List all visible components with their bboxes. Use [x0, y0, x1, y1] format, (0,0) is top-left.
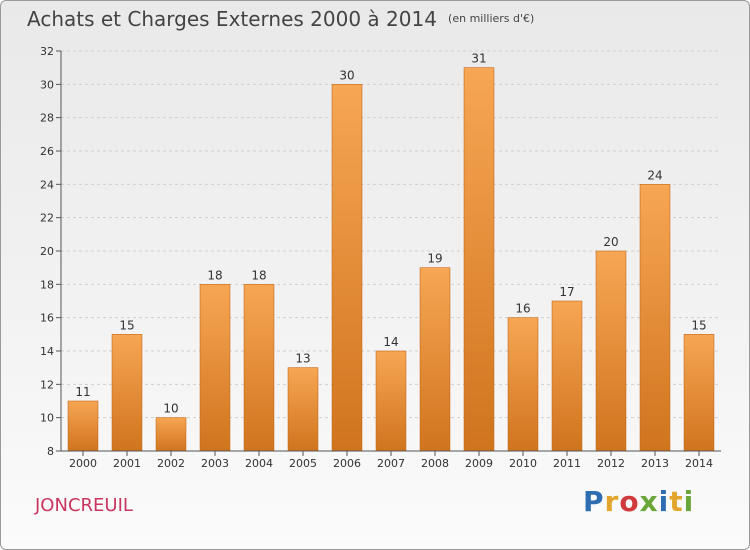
bar-2013 [639, 184, 671, 452]
y-tick-label: 26 [40, 145, 54, 158]
bars: 11 15 10 18 18 13 30 14 19 31 16 17 20 24 15 [67, 52, 715, 452]
x-tick-label-2010: 2010 [509, 457, 537, 470]
logo-letter: i [658, 485, 670, 518]
data-label-2002: 10 [163, 402, 178, 416]
x-tick-label-2012: 2012 [597, 457, 625, 470]
data-label-2012: 20 [603, 235, 618, 249]
bar-2009 [463, 67, 495, 452]
y-tick-label: 18 [40, 278, 54, 291]
x-tick-label-2003: 2003 [201, 457, 229, 470]
bar-2002 [155, 417, 187, 452]
y-tick-label: 16 [40, 312, 54, 325]
logo-letter: t [669, 485, 684, 518]
y-tick-label: 24 [40, 178, 54, 191]
y-tick-label: 22 [40, 212, 54, 225]
x-tick-label-2000: 2000 [69, 457, 97, 470]
bar-2006 [331, 84, 363, 452]
town-name: JONCREUIL [35, 495, 133, 516]
bar-2014 [683, 334, 715, 452]
x-axis: 2000 2001 2002 2003 2004 2005 2006 2007 2008 2009… [61, 450, 721, 470]
x-tick-label-2008: 2008 [421, 457, 449, 470]
x-tick-label-2001: 2001 [113, 457, 141, 470]
bar-2005 [287, 367, 319, 452]
y-tick-label: 8 [47, 445, 54, 458]
data-label-2000: 11 [75, 385, 90, 399]
bar-2012 [595, 250, 627, 452]
data-label-2009: 31 [471, 52, 486, 66]
x-tick-label-2005: 2005 [289, 457, 317, 470]
proxiti-logo: Proxiti [583, 485, 694, 518]
data-label-2004: 18 [251, 268, 266, 282]
logo-letter: P [583, 485, 605, 518]
y-tick-label: 12 [40, 378, 54, 391]
y-tick-label: 10 [40, 412, 54, 425]
data-label-2014: 15 [691, 318, 706, 332]
bar-2003 [199, 284, 231, 452]
bar-2001 [111, 334, 143, 452]
y-tick-label: 32 [40, 45, 54, 58]
data-label-2003: 18 [207, 268, 222, 282]
x-tick-label-2002: 2002 [157, 457, 185, 470]
data-label-2013: 24 [647, 168, 662, 182]
chart-title-block: Achats et Charges Externes 2000 à 2014 (… [27, 7, 534, 31]
bar-2000 [67, 400, 99, 452]
data-label-2001: 15 [119, 318, 134, 332]
logo-letter: r [604, 485, 620, 518]
data-label-2005: 13 [295, 352, 310, 366]
y-tick-label: 30 [40, 78, 54, 91]
x-tick-label-2013: 2013 [641, 457, 669, 470]
data-label-2007: 14 [383, 335, 398, 349]
x-tick-label-2014: 2014 [685, 457, 713, 470]
bar-2010 [507, 317, 539, 452]
x-tick-label-2011: 2011 [553, 457, 581, 470]
x-tick-label-2007: 2007 [377, 457, 405, 470]
x-tick-label-2006: 2006 [333, 457, 361, 470]
logo-letter: x [639, 485, 659, 518]
data-label-2011: 17 [559, 285, 574, 299]
y-axis: 8 10 12 14 16 18 20 22 24 26 28 30 32 [40, 45, 62, 458]
bar-2008 [419, 267, 451, 452]
logo-letter: i [683, 485, 695, 518]
bar-2011 [551, 300, 583, 452]
chart-subtitle: (en milliers d'€) [448, 12, 535, 25]
x-tick-label-2004: 2004 [245, 457, 273, 470]
y-tick-label: 28 [40, 112, 54, 125]
x-tick-label-2009: 2009 [465, 457, 493, 470]
data-label-2008: 19 [427, 252, 442, 266]
bar-2004 [243, 284, 275, 452]
data-label-2010: 16 [515, 302, 530, 316]
y-tick-label: 14 [40, 345, 54, 358]
y-tick-label: 20 [40, 245, 54, 258]
bar-2007 [375, 350, 407, 452]
chart-title: Achats et Charges Externes 2000 à 2014 [27, 7, 437, 31]
logo-letter: o [619, 485, 640, 518]
data-label-2006: 30 [339, 68, 354, 82]
